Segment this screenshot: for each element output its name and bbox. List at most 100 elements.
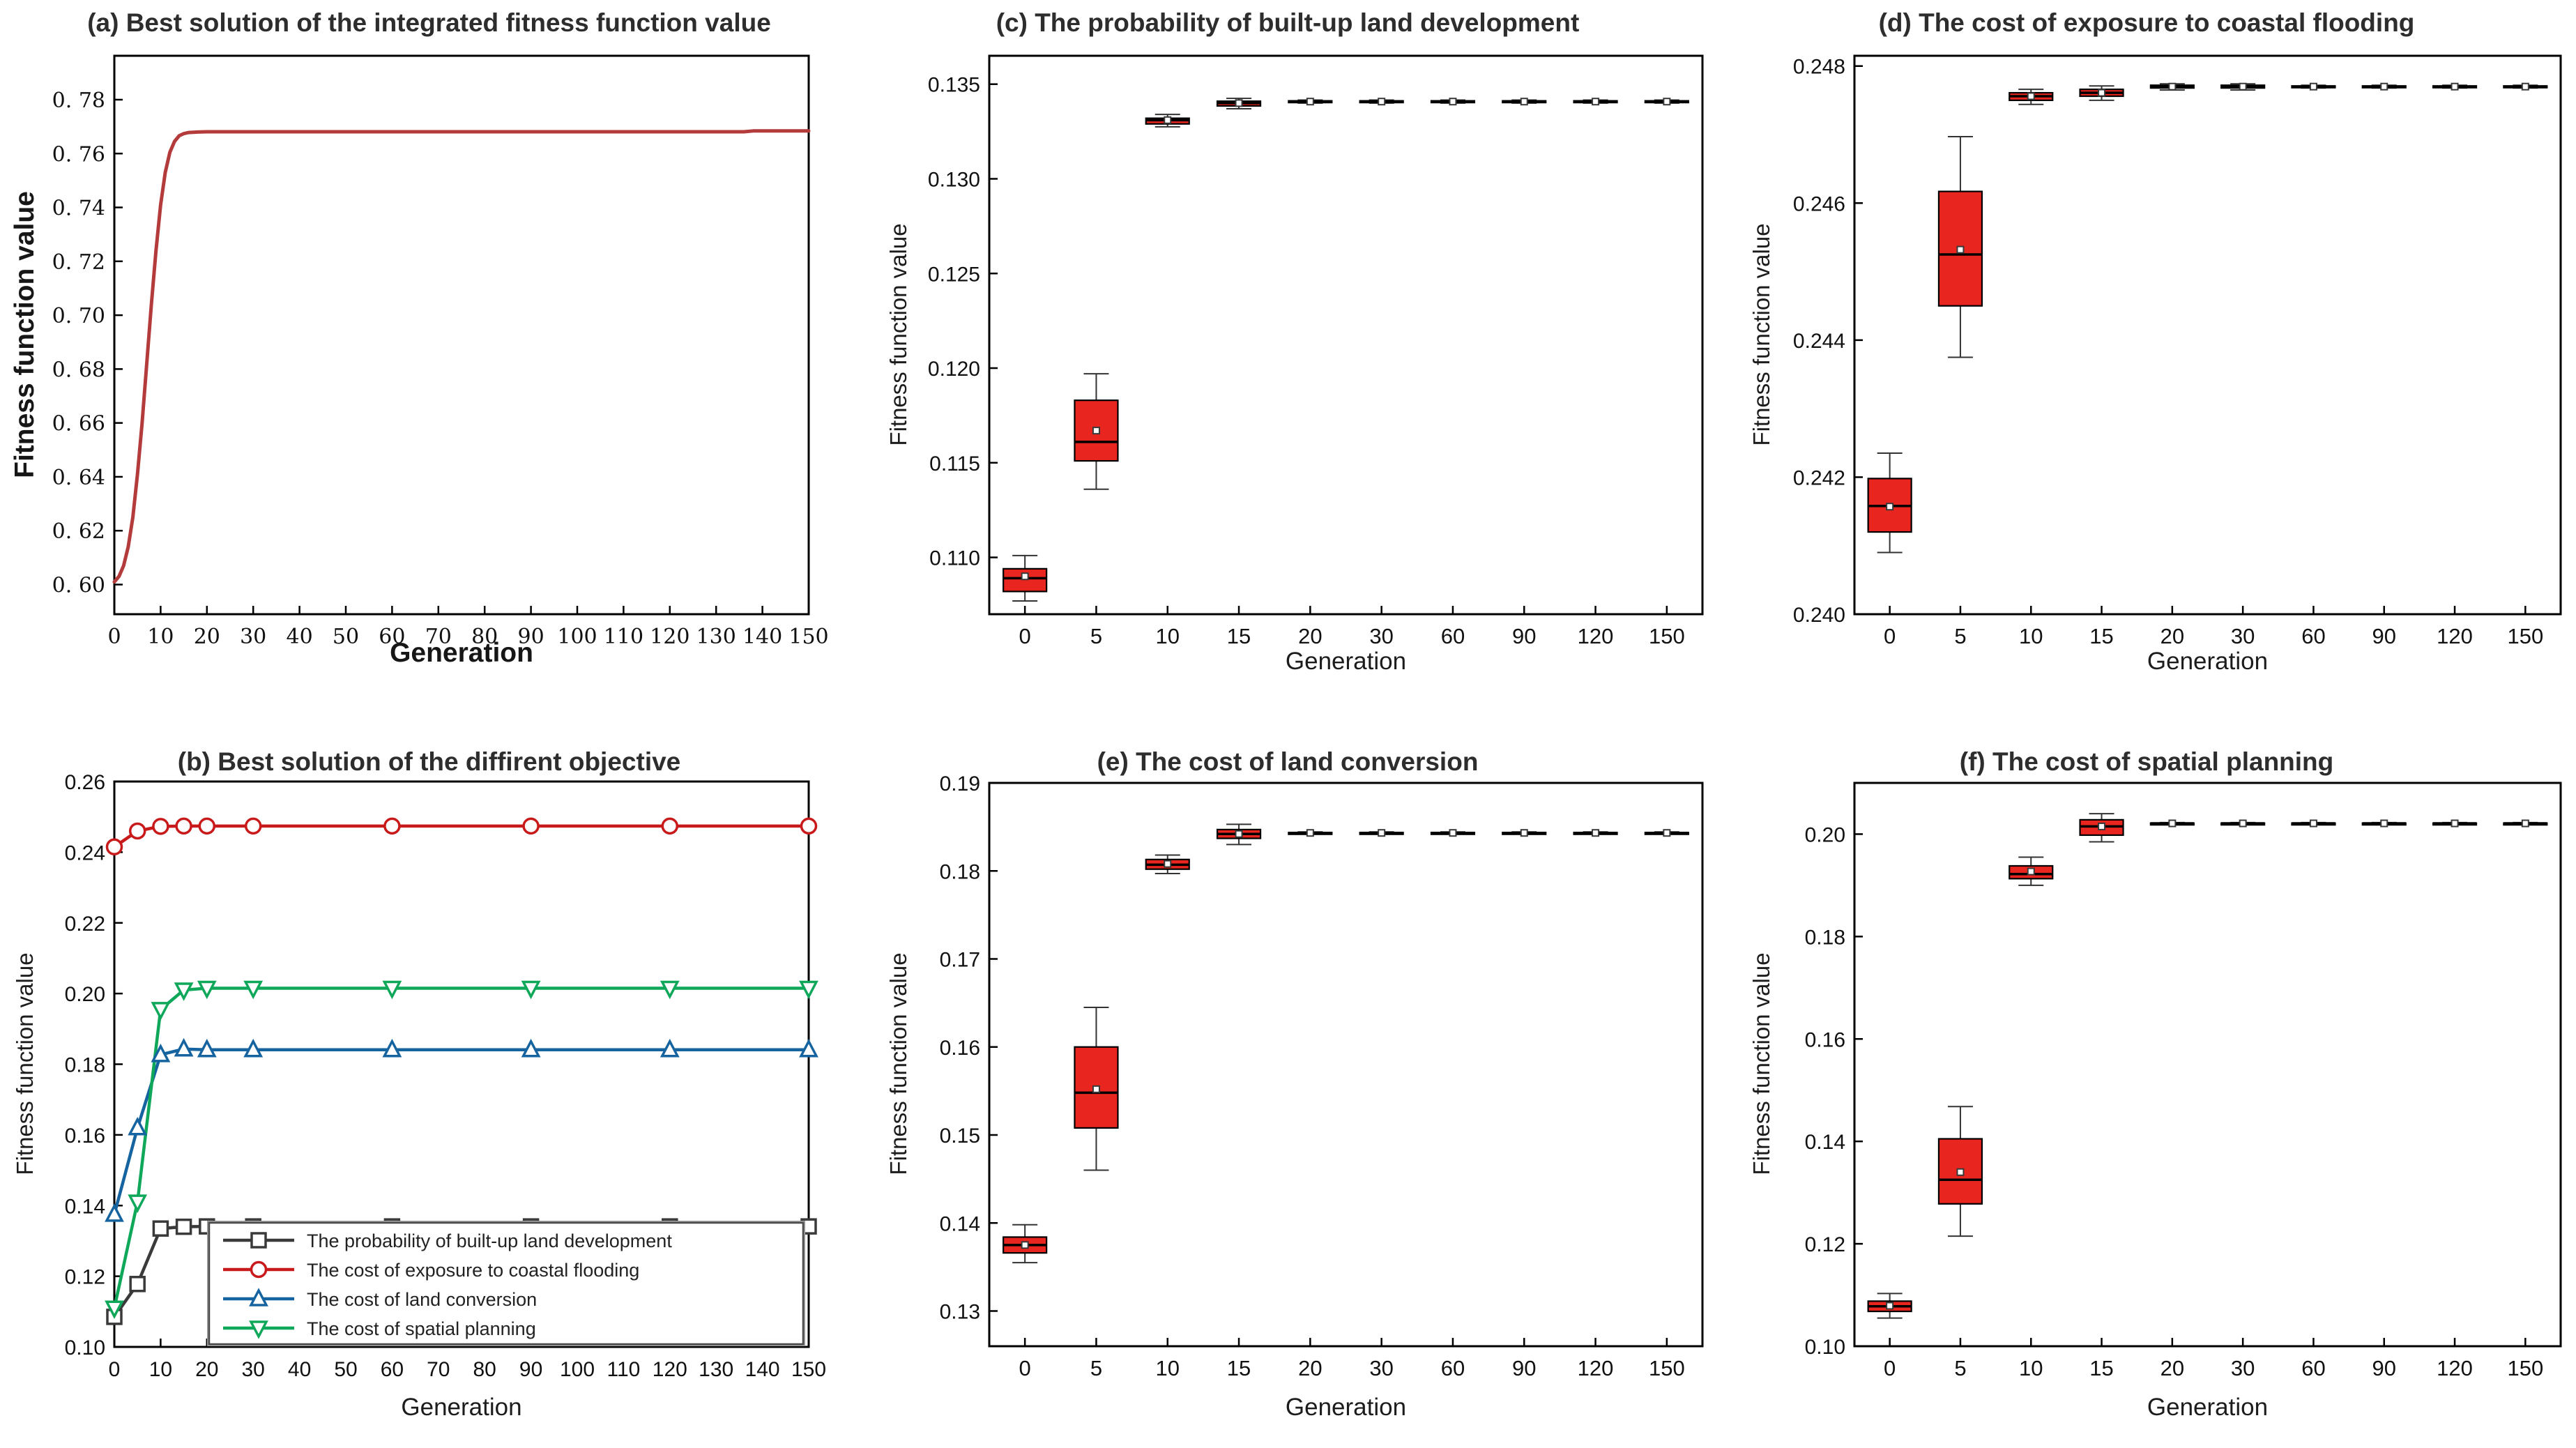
svg-text:110: 110 [607, 1358, 640, 1381]
chart-f-canvas: 0.10 0.12 0.14 0.16 0.18 0.20 0 5 10 15 20 30 60 90 12… [1805, 782, 2562, 1380]
svg-text:0.14: 0.14 [1805, 1131, 1845, 1154]
svg-text:60: 60 [1441, 1356, 1465, 1380]
panel-e-xlabel: Generation [1285, 1394, 1407, 1421]
svg-text:0.244: 0.244 [1793, 330, 1845, 353]
svg-text:90: 90 [1512, 1356, 1536, 1380]
chart-d-canvas: 0.240 0.242 0.244 0.246 0.248 0 5 10 15 20 30 60 90 1… [1793, 54, 2562, 648]
svg-text:10: 10 [147, 625, 174, 649]
svg-text:120: 120 [2437, 1356, 2473, 1380]
panel-b: (b) Best solution of the diffirent objec… [0, 724, 858, 1448]
panel-f: (f) The cost of spatial planning Fitness… [1717, 724, 2576, 1448]
svg-text:0.20: 0.20 [65, 983, 105, 1006]
svg-text:100: 100 [557, 625, 597, 649]
svg-text:60: 60 [379, 625, 405, 649]
panel-f-xlabel: Generation [2147, 1394, 2269, 1421]
panel-e: (e) The cost of land conversion Fitness … [858, 724, 1717, 1448]
svg-text:20: 20 [2160, 1356, 2184, 1380]
svg-text:100: 100 [560, 1358, 595, 1381]
svg-text:0. 66: 0. 66 [52, 412, 105, 436]
svg-text:0. 62: 0. 62 [52, 519, 105, 544]
svg-text:15: 15 [1227, 624, 1251, 648]
svg-text:10: 10 [149, 1358, 172, 1381]
panel-c-xlabel: Generation [1285, 648, 1407, 675]
svg-text:0.14: 0.14 [940, 1212, 980, 1235]
svg-text:70: 70 [427, 1358, 450, 1381]
svg-text:0.242: 0.242 [1793, 466, 1845, 489]
svg-text:150: 150 [788, 625, 828, 649]
svg-text:40: 40 [287, 625, 313, 649]
svg-text:30: 30 [242, 1358, 265, 1381]
svg-text:120: 120 [1578, 624, 1614, 648]
svg-text:80: 80 [473, 1358, 496, 1381]
svg-text:5: 5 [1090, 1356, 1102, 1380]
svg-text:15: 15 [1227, 1356, 1251, 1380]
panel-c-title: (c) The probability of built-up land dev… [996, 8, 1580, 37]
svg-text:150: 150 [1649, 624, 1685, 648]
svg-text:0. 64: 0. 64 [52, 466, 105, 490]
svg-text:0. 60: 0. 60 [52, 573, 105, 597]
svg-text:0: 0 [1019, 624, 1031, 648]
svg-text:20: 20 [194, 625, 220, 649]
svg-text:5: 5 [1954, 1356, 1966, 1380]
svg-text:30: 30 [1369, 624, 1393, 648]
svg-text:0.120: 0.120 [928, 358, 980, 381]
svg-text:130: 130 [696, 625, 736, 649]
svg-text:150: 150 [2507, 1356, 2543, 1380]
svg-text:140: 140 [742, 625, 782, 649]
svg-text:0.12: 0.12 [65, 1266, 105, 1289]
svg-text:0.18: 0.18 [940, 860, 980, 883]
svg-text:60: 60 [2301, 1356, 2325, 1380]
svg-text:0.14: 0.14 [65, 1195, 105, 1218]
svg-text:0.16: 0.16 [940, 1037, 980, 1060]
panel-a: (a) Best solution of the integrated fitn… [0, 0, 858, 724]
svg-text:0. 70: 0. 70 [52, 304, 105, 328]
svg-text:15: 15 [2089, 1356, 2113, 1380]
svg-text:The cost of land conversion: The cost of land conversion [307, 1289, 537, 1310]
svg-text:30: 30 [1369, 1356, 1393, 1380]
panel-d-title: (d) The cost of exposure to coastal floo… [1878, 8, 2415, 37]
svg-text:0. 68: 0. 68 [52, 358, 105, 382]
svg-text:0.13: 0.13 [940, 1301, 980, 1324]
svg-text:0: 0 [109, 1358, 121, 1381]
svg-text:10: 10 [1156, 1356, 1180, 1380]
svg-text:90: 90 [2372, 624, 2396, 648]
svg-text:10: 10 [2019, 624, 2043, 648]
svg-text:30: 30 [2231, 624, 2255, 648]
svg-text:0: 0 [1884, 1356, 1896, 1380]
svg-text:0.18: 0.18 [1805, 926, 1845, 949]
panel-b-title: (b) Best solution of the diffirent objec… [177, 747, 681, 776]
svg-text:0.110: 0.110 [929, 547, 980, 570]
svg-text:0.26: 0.26 [65, 771, 105, 794]
svg-text:0.130: 0.130 [928, 168, 980, 191]
svg-text:10: 10 [2019, 1356, 2043, 1380]
svg-text:60: 60 [381, 1358, 404, 1381]
chart-c-canvas: 0.110 0.115 0.120 0.125 0.130 0.135 0 5 10 15 20 30… [928, 54, 1704, 648]
svg-text:120: 120 [2437, 624, 2473, 648]
svg-text:110: 110 [604, 625, 643, 649]
svg-text:30: 30 [2231, 1356, 2255, 1380]
svg-text:60: 60 [1441, 624, 1465, 648]
svg-text:150: 150 [2507, 624, 2543, 648]
svg-text:10: 10 [1156, 624, 1180, 648]
svg-text:0. 78: 0. 78 [52, 89, 105, 113]
svg-text:0: 0 [1019, 1356, 1031, 1380]
svg-text:90: 90 [518, 625, 544, 649]
svg-text:0.12: 0.12 [1805, 1233, 1845, 1256]
svg-text:120: 120 [1578, 1356, 1614, 1380]
svg-text:0: 0 [1884, 624, 1896, 648]
svg-text:0.18: 0.18 [65, 1054, 105, 1077]
svg-text:150: 150 [1649, 1356, 1685, 1380]
svg-text:0. 74: 0. 74 [52, 197, 105, 221]
svg-text:The probability of built-up la: The probability of built-up land develop… [307, 1230, 672, 1251]
svg-text:0.125: 0.125 [928, 263, 980, 286]
svg-text:15: 15 [2089, 624, 2113, 648]
svg-text:0.10: 0.10 [65, 1336, 105, 1359]
svg-text:The cost of exposure to coasta: The cost of exposure to coastal flooding [307, 1260, 639, 1281]
svg-text:120: 120 [653, 1358, 687, 1381]
svg-text:0.24: 0.24 [65, 841, 105, 864]
svg-text:20: 20 [2160, 624, 2184, 648]
svg-text:140: 140 [745, 1358, 780, 1381]
svg-text:80: 80 [471, 625, 498, 649]
panel-f-title: (f) The cost of spatial planning [1959, 747, 2334, 776]
panel-a-title: (a) Best solution of the integrated fitn… [87, 8, 771, 37]
